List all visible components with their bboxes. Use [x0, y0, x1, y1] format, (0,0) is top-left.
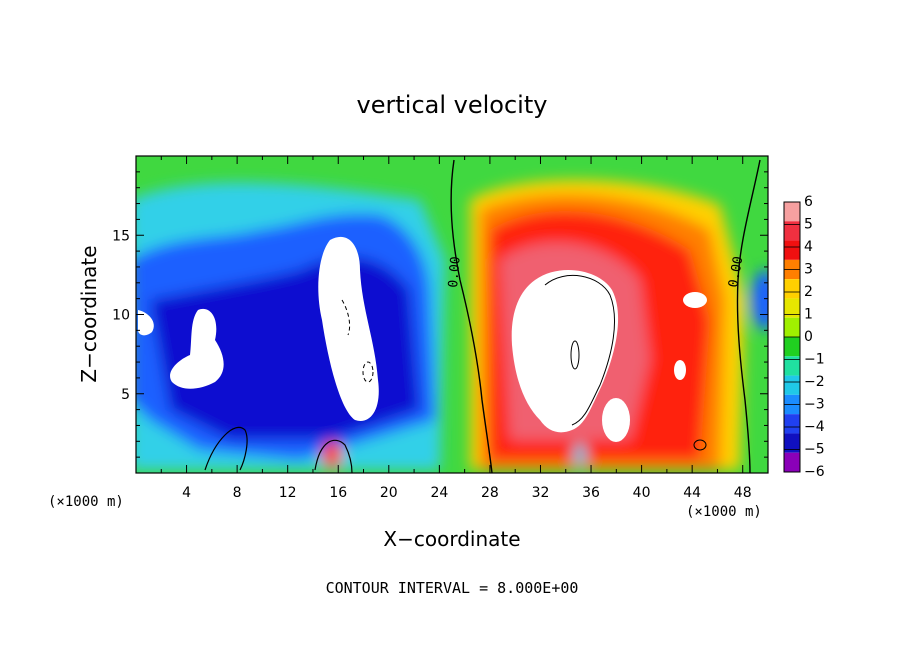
x-unit-right: (×1000 m) [686, 504, 762, 520]
colorbar-swatch [784, 433, 800, 453]
x-unit-left: (×1000 m) [48, 494, 124, 510]
colorbar-swatch [784, 221, 800, 241]
colorbar-label: 5 [804, 217, 813, 233]
colorbar-swatch [784, 452, 800, 472]
x-tick-label: 48 [734, 485, 752, 501]
colorbar-swatch [784, 202, 800, 222]
colorbar-label: 4 [804, 239, 813, 255]
colorbar-swatch [784, 375, 800, 395]
colorbar-label: −1 [804, 352, 825, 368]
colorbar-swatch [784, 279, 800, 299]
x-axis: 4 8 12 16 20 24 28 32 36 40 44 48 [160, 156, 752, 501]
x-tick-label: 40 [633, 485, 651, 501]
x-tick-label: 28 [481, 485, 499, 501]
colorbar-swatch [784, 414, 800, 434]
x-tick-label: 36 [582, 485, 600, 501]
x-axis-title: X−coordinate [383, 527, 520, 551]
colorbar-swatch [784, 240, 800, 260]
colorbar-label: −5 [804, 442, 825, 458]
y-tick-label: 5 [121, 387, 130, 403]
colorbar-label: 6 [804, 194, 813, 210]
colorbar-label: −6 [804, 464, 825, 480]
colorbar-label: −3 [804, 397, 825, 413]
colorbar-label: −4 [804, 419, 825, 435]
colorbar-label: −2 [804, 374, 825, 390]
x-tick-label: 24 [430, 485, 448, 501]
heatmap-field [136, 156, 768, 473]
x-tick-label: 4 [182, 485, 191, 501]
y-tick-label: 10 [112, 308, 130, 324]
colorbar-swatch [784, 298, 800, 318]
y-tick-label: 15 [112, 228, 130, 244]
contour-label-left: 0.00 [446, 256, 464, 289]
x-tick-label: 12 [279, 485, 297, 501]
chart-title: vertical velocity [357, 91, 548, 119]
x-tick-label: 16 [329, 485, 347, 501]
colorbar-label: 1 [804, 307, 813, 323]
x-tick-label: 44 [683, 485, 701, 501]
contour-interval-note: CONTOUR INTERVAL = 8.000E+00 [326, 579, 579, 597]
colorbar-swatch [784, 337, 800, 357]
x-tick-label: 20 [380, 485, 398, 501]
x-tick-label: 8 [233, 485, 242, 501]
contour-label-right: 0.00 [726, 255, 746, 288]
colorbar-swatch [784, 317, 800, 337]
y-axis: 5 10 15 [112, 171, 768, 458]
colorbar-label: 2 [804, 284, 813, 300]
colorbar-swatch [784, 356, 800, 376]
y-axis-title: Z−coordinate [77, 245, 101, 382]
colorbar-label: 0 [804, 329, 813, 345]
colorbar: 6 5 4 3 2 1 0 −1 −2 −3 −4 −5 −6 [783, 194, 825, 480]
colorbar-label: 3 [804, 262, 813, 278]
x-tick-label: 32 [532, 485, 550, 501]
